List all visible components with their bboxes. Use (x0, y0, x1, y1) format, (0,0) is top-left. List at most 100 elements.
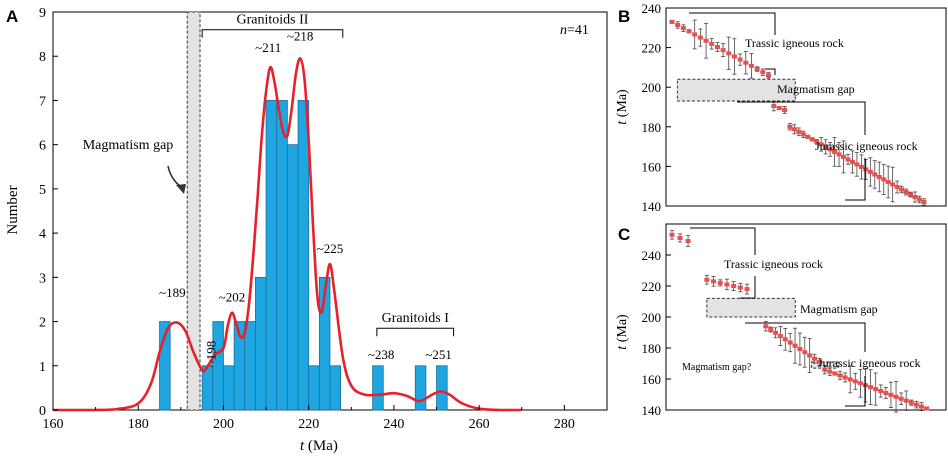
y-axis-label-b: t (Ma) (615, 89, 630, 125)
peak-label: ~189 (159, 285, 186, 300)
data-point (885, 179, 891, 184)
data-point (796, 129, 802, 134)
triassic-label-b: Trassic igneous rock (745, 36, 844, 50)
x-tick-label-a: 280 (554, 417, 575, 432)
y-axis-label-a: Number (5, 185, 21, 234)
data-point (791, 127, 797, 132)
data-point (836, 152, 842, 157)
triassic-bracket-b (689, 12, 776, 35)
data-point (669, 232, 675, 237)
histogram-bar (223, 365, 235, 411)
histogram-bar (276, 100, 288, 411)
x-tick-label-a: 200 (213, 417, 234, 432)
jurassic-bracket-b (737, 101, 866, 135)
y-tick-label-a: 9 (39, 6, 46, 21)
histogram-bar (372, 365, 384, 411)
data-point (731, 54, 737, 59)
data-point (903, 190, 909, 195)
data-point (847, 377, 853, 382)
data-point (908, 192, 914, 197)
data-point (677, 235, 683, 240)
data-point (894, 184, 900, 189)
data-point (913, 402, 919, 407)
group-label: Granitoids II (237, 13, 309, 28)
gap-box-b (676, 78, 796, 102)
data-point (714, 45, 720, 50)
peak-label: ~251 (425, 347, 452, 362)
data-point (704, 277, 710, 282)
y-axis-label-c: t (Ma) (615, 314, 630, 350)
data-point (837, 373, 843, 378)
data-point (924, 406, 930, 411)
data-point (890, 182, 896, 187)
data-point (827, 369, 833, 374)
data-point (669, 19, 675, 24)
group-label: Granitoids I (382, 311, 450, 326)
x-axis-label-a: t (Ma) (300, 438, 338, 454)
data-point (898, 396, 904, 401)
y-tick-label-a: 6 (39, 139, 46, 154)
data-point (883, 390, 889, 395)
data-point (842, 375, 848, 380)
data-point (876, 174, 882, 179)
data-point (797, 346, 803, 351)
data-point (743, 60, 749, 65)
data-point (854, 162, 860, 167)
gap-arrow-head (176, 184, 186, 194)
data-point (726, 51, 732, 56)
data-point (899, 187, 905, 192)
y-tick-label-b: 180 (642, 120, 662, 135)
panel-c-letter: C (618, 225, 630, 244)
data-point (680, 26, 686, 31)
histogram-bar (297, 100, 310, 411)
data-point (888, 392, 894, 397)
y-tick-label-c: 180 (642, 341, 662, 356)
data-point (868, 385, 874, 390)
data-point (857, 381, 863, 386)
histogram-bar (318, 276, 331, 411)
data-point (805, 134, 811, 139)
y-tick-label-a: 7 (39, 94, 46, 109)
group-bracket (201, 29, 344, 38)
data-point (863, 167, 869, 172)
x-tick-label-a: 260 (469, 417, 490, 432)
y-tick-label-a: 5 (39, 183, 46, 198)
data-point (878, 389, 884, 394)
peak-label: ~211 (255, 40, 281, 55)
data-point (792, 343, 798, 348)
kde-curve (53, 57, 522, 412)
data-point (849, 159, 855, 164)
data-point (787, 340, 793, 345)
magmatism-gap-label: Magmatism gap (83, 138, 174, 153)
data-point (763, 324, 769, 329)
y-tick-label-c: 160 (642, 372, 662, 387)
x-tick-label-a: 180 (128, 417, 149, 432)
data-point (912, 195, 918, 200)
data-point (908, 400, 914, 405)
data-point (903, 398, 909, 403)
data-point (800, 132, 806, 137)
y-tick-label-b: 200 (642, 80, 662, 95)
y-tick-label-c: 200 (642, 310, 662, 325)
y-tick-label-b: 240 (642, 1, 662, 16)
data-point (771, 104, 777, 109)
data-point (816, 359, 822, 364)
data-point (802, 350, 808, 355)
data-point (782, 107, 788, 112)
data-point (827, 147, 833, 152)
y-tick-label-a: 1 (39, 360, 46, 375)
data-point (686, 29, 692, 34)
x-tick-label-a: 220 (298, 417, 319, 432)
y-tick-label-a: 3 (39, 271, 46, 286)
data-point (768, 327, 774, 332)
data-point (818, 142, 824, 147)
triassic-bracket-b-end (765, 68, 776, 75)
y-tick-label-c: 240 (642, 248, 662, 263)
data-point (711, 279, 717, 284)
histogram-bar (414, 365, 427, 411)
y-tick-label-a: 2 (39, 316, 46, 331)
gap-box-c (706, 297, 796, 318)
data-point (776, 105, 782, 110)
data-point (919, 404, 925, 409)
